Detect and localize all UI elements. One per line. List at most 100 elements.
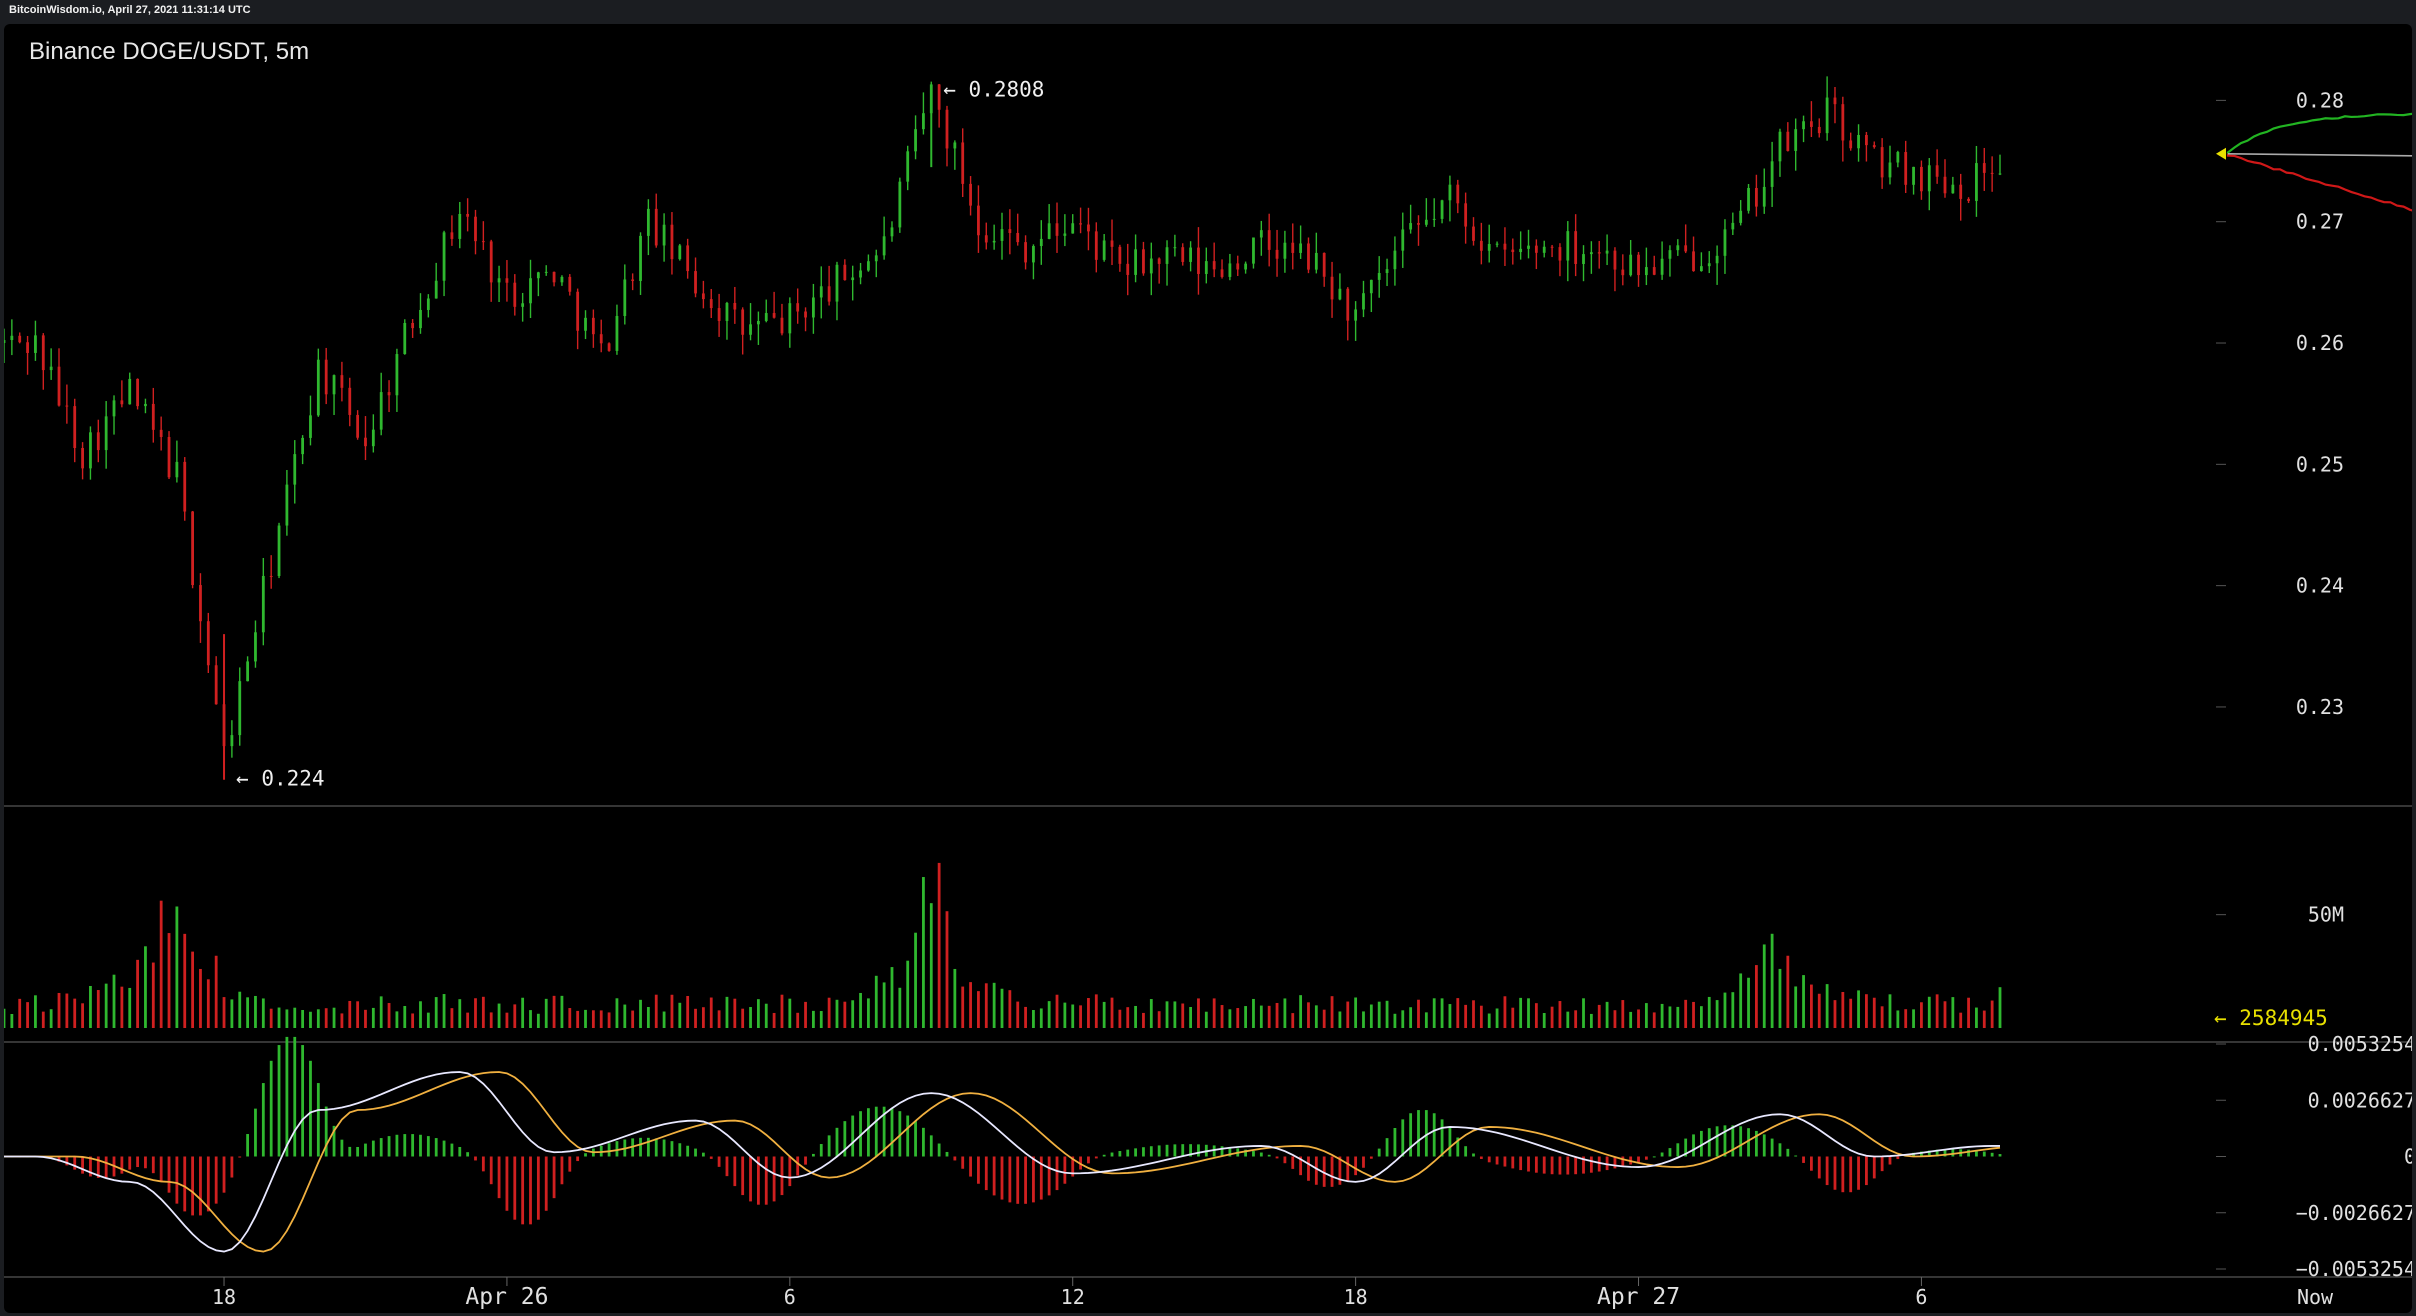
candle-body (1024, 242, 1027, 263)
candle-body (623, 279, 627, 316)
candle-body (214, 665, 218, 705)
macd-histogram-bar (474, 1156, 477, 1161)
candle-body (1440, 200, 1444, 219)
candle-body (1322, 252, 1326, 277)
candle-body (1872, 145, 1876, 148)
candle-body (442, 232, 446, 281)
volume-bar (961, 986, 965, 1028)
macd-histogram-bar (426, 1136, 430, 1157)
volume-bar (1039, 1008, 1043, 1028)
macd-histogram-bar (387, 1136, 391, 1157)
macd-histogram-bar (434, 1138, 438, 1157)
volume-bar (953, 968, 957, 1028)
macd-histogram-bar (1047, 1156, 1051, 1196)
volume-bar (560, 995, 564, 1028)
macd-histogram-bar (1935, 1149, 1939, 1157)
volume-bar (151, 962, 155, 1028)
volume-bar (1912, 1009, 1915, 1028)
macd-histogram-bar (206, 1156, 210, 1212)
candle-body (1212, 261, 1216, 270)
candle-body (269, 575, 273, 577)
macd-histogram-bar (1126, 1149, 1130, 1157)
macd-histogram-bar (96, 1156, 100, 1178)
volume-bar (1935, 994, 1939, 1028)
time-tick-label: 6 (1915, 1285, 1927, 1309)
macd-histogram-bar (568, 1156, 572, 1172)
candle-body (835, 264, 839, 302)
chart-frame[interactable]: ← 0.2808 ← 0.224 0.28 0.27 0.26 0.25 0.24 0.23 5… (4, 24, 2412, 1313)
candle-body (65, 405, 69, 407)
candle-body (780, 317, 784, 334)
candle-body (1314, 252, 1318, 270)
candle-body (1943, 176, 1947, 194)
macd-histogram-bar (1401, 1119, 1405, 1157)
macd-histogram-bar (1975, 1150, 1978, 1157)
macd-histogram-bar (1810, 1156, 1813, 1171)
macd-histogram-bar (1220, 1146, 1224, 1157)
candle-body (285, 484, 289, 526)
macd-histogram-bar (772, 1156, 776, 1202)
candle-body (1275, 249, 1279, 259)
volume-bar (1440, 998, 1444, 1028)
volume-bar (293, 1007, 297, 1028)
volume-bar (1904, 1009, 1908, 1028)
volume-tick-label: 50M (2308, 903, 2344, 927)
macd-histogram-bar (733, 1156, 737, 1187)
macd-histogram-bar (867, 1108, 870, 1157)
candle-body (1244, 263, 1248, 270)
volume-bar (639, 999, 642, 1028)
macd-histogram-bar (874, 1106, 878, 1157)
macd-histogram-bar (1723, 1125, 1727, 1157)
volume-bar (741, 1008, 745, 1028)
volume-bar (1503, 996, 1507, 1028)
macd-histogram-bar (348, 1146, 352, 1157)
volume-bar (1802, 975, 1805, 1028)
volume-bar (1715, 1000, 1719, 1028)
volume-bar (348, 1000, 352, 1028)
candle-body (1157, 258, 1161, 264)
macd-histogram-bar (1786, 1148, 1790, 1157)
volume-bar (214, 955, 218, 1028)
macd-histogram-bar (497, 1156, 501, 1199)
volume-bar (230, 999, 234, 1028)
candle-body (725, 302, 729, 321)
candle-body (749, 324, 752, 335)
volume-bar (631, 1010, 635, 1028)
macd-histogram-bar (1472, 1153, 1475, 1157)
volume-bar (489, 1012, 493, 1028)
candle-body (1236, 263, 1240, 270)
volume-bar (1731, 992, 1735, 1028)
candle-body (301, 437, 305, 455)
macd-histogram-bar (1841, 1156, 1845, 1193)
volume-bar (1142, 1012, 1145, 1028)
candle-body (1094, 231, 1098, 260)
candlestick-chart[interactable]: ← 0.2808 ← 0.224 0.28 0.27 0.26 0.25 0.24 0.23 5… (4, 24, 2412, 1313)
volume-bar (1692, 1001, 1695, 1028)
candle-body (254, 632, 257, 662)
volume-bar (1071, 1004, 1075, 1028)
volume-bar (332, 1007, 336, 1028)
volume-bar (159, 900, 163, 1028)
candle-body (1927, 165, 1931, 192)
macd-histogram-bar (332, 1125, 336, 1157)
volume-bar (1134, 1005, 1137, 1028)
candle-body (890, 227, 894, 237)
macd-histogram-bar (607, 1143, 611, 1157)
time-tick-label: 18 (1344, 1285, 1368, 1309)
macd-histogram-bar (639, 1137, 642, 1157)
candle-body (26, 342, 29, 353)
candle-body (199, 585, 202, 622)
volume-bar (1055, 994, 1059, 1028)
macd-histogram-bar (1692, 1134, 1695, 1157)
volume-bar (992, 982, 996, 1028)
macd-histogram-bar (615, 1141, 619, 1157)
macd-tick-label: −0.0053254 (2296, 1257, 2412, 1281)
volume-bar (1841, 992, 1845, 1028)
macd-histogram-bar (1039, 1156, 1043, 1200)
volume-bar (1330, 996, 1334, 1028)
volume-bar (65, 993, 69, 1028)
candle-body (1204, 261, 1208, 274)
macd-histogram-bar (1110, 1152, 1114, 1157)
volume-bar (1652, 1012, 1656, 1028)
macd-histogram-bar (1660, 1152, 1664, 1157)
